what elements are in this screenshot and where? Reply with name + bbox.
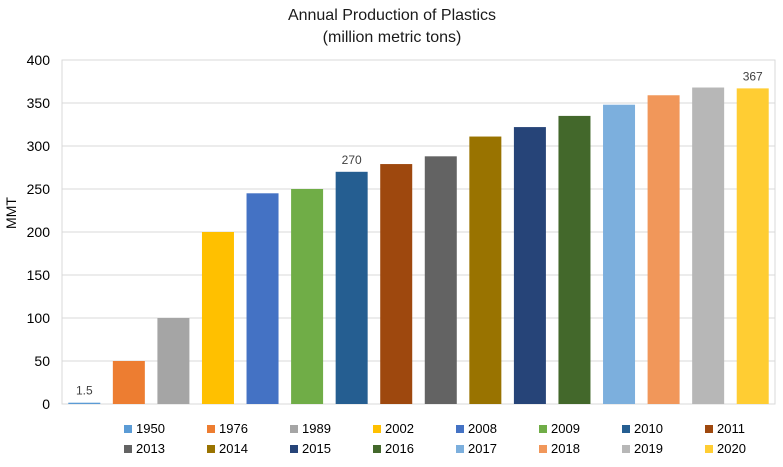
legend-swatch [539, 445, 547, 453]
bar-2014 [469, 136, 502, 405]
legend: 1950 1976 1989 2002 2008 2009 2010 2011 2013 2014… [124, 421, 746, 456]
bar-1989 [157, 318, 190, 404]
bar-2010 [335, 171, 368, 404]
y-tick-label: 250 [27, 181, 51, 197]
bar-2011 [380, 164, 413, 404]
legend-swatch [622, 445, 630, 453]
data-label: 270 [342, 153, 362, 167]
legend-label: 1989 [302, 421, 331, 436]
legend-swatch [705, 425, 713, 433]
legend-label: 2010 [634, 421, 663, 436]
legend-swatch [207, 425, 215, 433]
y-tick-label: 400 [27, 52, 51, 68]
legend-entry-2018: 2018 [539, 441, 580, 456]
legend-label: 2015 [302, 441, 331, 456]
legend-label: 2011 [717, 421, 745, 436]
legend-swatch [124, 425, 132, 433]
bar-2018 [647, 95, 680, 404]
legend-swatch [290, 445, 298, 453]
chart-subtitle: (million metric tons) [323, 29, 462, 46]
legend-entry-2011: 2011 [705, 421, 745, 436]
legend-swatch [373, 425, 381, 433]
y-tick-label: 50 [34, 353, 50, 369]
bars [68, 87, 769, 405]
legend-entry-2019: 2019 [622, 441, 663, 456]
legend-swatch [622, 425, 630, 433]
y-tick-label: 150 [27, 267, 51, 283]
y-axis-label: MMT [3, 197, 19, 229]
legend-entry-2016: 2016 [373, 441, 414, 456]
data-labels: 1.5 270 367 [76, 69, 763, 397]
legend-entry-2010: 2010 [622, 421, 663, 436]
bar-2020 [736, 88, 769, 404]
legend-entry-2014: 2014 [207, 441, 248, 456]
legend-entry-2008: 2008 [456, 421, 497, 436]
bar-2002 [201, 232, 234, 404]
bar-1950 [68, 402, 101, 404]
legend-entry-2013: 2013 [124, 441, 165, 456]
data-label: 1.5 [76, 384, 93, 398]
legend-label: 2019 [634, 441, 663, 456]
legend-entry-2017: 2017 [456, 441, 497, 456]
legend-swatch [373, 445, 381, 453]
legend-swatch [539, 425, 547, 433]
legend-entry-2002: 2002 [373, 421, 414, 436]
bar-2017 [603, 104, 636, 404]
legend-swatch [456, 425, 464, 433]
bar-1976 [112, 361, 145, 404]
y-tick-label: 200 [27, 224, 51, 240]
legend-entry-1989: 1989 [290, 421, 331, 436]
legend-swatch [207, 445, 215, 453]
bar-2019 [692, 87, 725, 405]
legend-swatch [290, 425, 298, 433]
legend-label: 1976 [219, 421, 248, 436]
legend-swatch [124, 445, 132, 453]
bar-2013 [424, 156, 457, 404]
legend-label: 1950 [136, 421, 165, 436]
legend-entry-1976: 1976 [207, 421, 248, 436]
legend-label: 2014 [219, 441, 248, 456]
legend-entry-2020: 2020 [705, 441, 746, 456]
legend-label: 2018 [551, 441, 580, 456]
bar-2008 [246, 193, 279, 404]
legend-label: 2008 [468, 421, 497, 436]
legend-swatch [456, 445, 464, 453]
legend-label: 2016 [385, 441, 414, 456]
y-tick-label: 0 [42, 396, 50, 412]
legend-entry-1950: 1950 [124, 421, 165, 436]
legend-label: 2017 [468, 441, 497, 456]
bar-2016 [558, 115, 591, 405]
y-tick-label: 100 [27, 310, 51, 326]
legend-label: 2013 [136, 441, 165, 456]
y-tick-label: 300 [27, 138, 51, 154]
legend-label: 2020 [717, 441, 746, 456]
chart-title: Annual Production of Plastics [288, 7, 496, 24]
bar-2015 [513, 127, 546, 404]
y-axis-ticks: 0 50 100 150 200 250 300 350 400 [27, 52, 51, 412]
bar-2009 [291, 189, 324, 404]
legend-entry-2015: 2015 [290, 441, 331, 456]
legend-entry-2009: 2009 [539, 421, 580, 436]
legend-label: 2009 [551, 421, 580, 436]
data-label: 367 [743, 69, 763, 83]
y-tick-label: 350 [27, 95, 51, 111]
legend-swatch [705, 445, 713, 453]
legend-label: 2002 [385, 421, 414, 436]
